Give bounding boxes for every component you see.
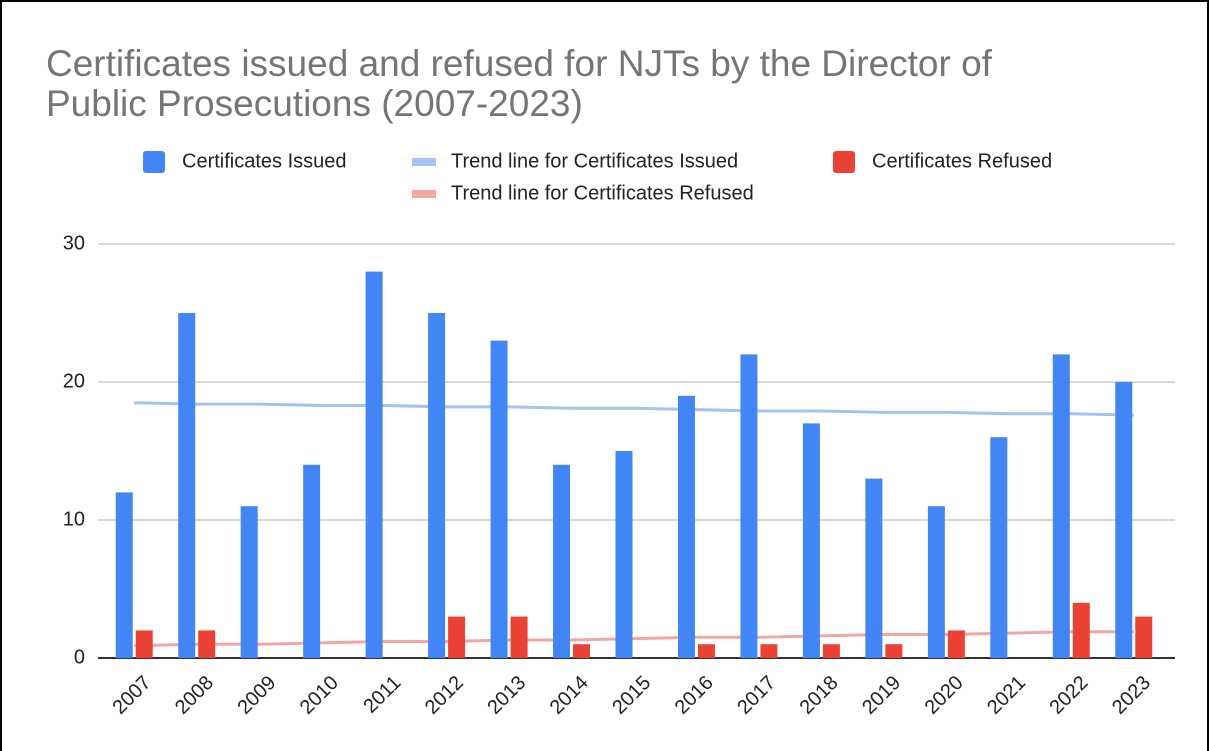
bar bbox=[1115, 382, 1133, 658]
bar bbox=[822, 644, 840, 658]
trend-line bbox=[134, 401, 1134, 417]
bar bbox=[428, 313, 446, 658]
bar bbox=[1072, 602, 1090, 658]
bar bbox=[885, 644, 903, 658]
bar bbox=[947, 630, 965, 658]
bar bbox=[448, 616, 466, 658]
bar bbox=[178, 313, 196, 658]
trend-line bbox=[134, 630, 1134, 648]
bar bbox=[1052, 354, 1070, 658]
legend-label: Trend line for Certificates Issued bbox=[451, 150, 738, 172]
y-tick-label: 0 bbox=[74, 646, 85, 668]
bar bbox=[740, 354, 758, 658]
bar bbox=[365, 271, 383, 658]
bar bbox=[697, 644, 715, 658]
bar bbox=[510, 616, 528, 658]
bar bbox=[115, 492, 133, 658]
legend-swatch bbox=[143, 151, 165, 173]
bar bbox=[303, 464, 321, 658]
bar bbox=[990, 437, 1008, 658]
y-tick-label: 30 bbox=[63, 232, 85, 254]
bar bbox=[553, 464, 571, 658]
chart-title: Public Prosecutions (2007-2023) bbox=[46, 83, 583, 124]
bar bbox=[1135, 616, 1153, 658]
legend-swatch bbox=[412, 190, 436, 198]
bar bbox=[198, 630, 216, 658]
y-tick-label: 20 bbox=[63, 370, 85, 392]
bar bbox=[135, 630, 153, 658]
legend-swatch bbox=[412, 158, 436, 166]
bar bbox=[677, 395, 695, 658]
legend-label: Certificates Issued bbox=[182, 150, 347, 172]
bar bbox=[240, 506, 258, 658]
bar bbox=[802, 423, 820, 658]
bar bbox=[865, 478, 883, 658]
legend-label: Trend line for Certificates Refused bbox=[451, 182, 754, 204]
bar bbox=[927, 506, 945, 658]
chart-title: Certificates issued and refused for NJTs… bbox=[46, 43, 993, 84]
bar bbox=[615, 451, 633, 658]
bar bbox=[760, 644, 778, 658]
y-tick-label: 10 bbox=[63, 508, 85, 530]
legend-swatch bbox=[833, 151, 855, 173]
legend-label: Certificates Refused bbox=[872, 150, 1052, 172]
bar bbox=[573, 644, 591, 658]
bar bbox=[490, 340, 508, 658]
